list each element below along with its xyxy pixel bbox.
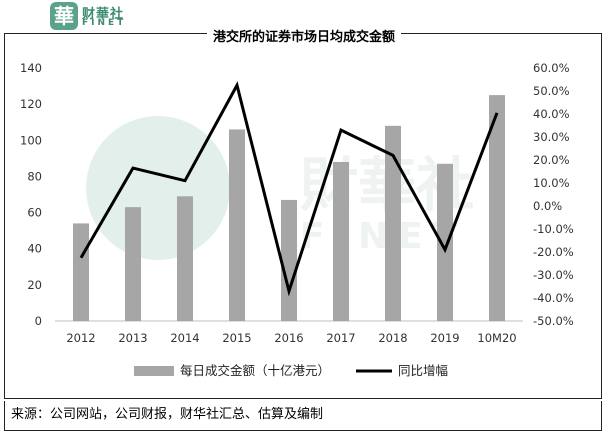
header: 華 财華社 FINET — [0, 0, 608, 32]
legend-label-bar: 每日成交金额（十亿港元） — [180, 363, 330, 378]
x-tick-label: 2019 — [430, 331, 459, 345]
chart-title: 港交所的证券市场日均成交金额 — [0, 26, 608, 45]
y-left-tick-label: 60 — [27, 206, 42, 220]
x-tick-label: 2015 — [222, 331, 251, 345]
bar — [73, 223, 89, 321]
x-tick-label: 2018 — [378, 331, 407, 345]
bar — [229, 129, 245, 321]
y-left-tick-label: 0 — [35, 314, 42, 328]
y-left-tick-label: 100 — [20, 133, 42, 147]
bar — [281, 199, 297, 321]
y-right-tick-label: 10.0% — [533, 176, 570, 190]
y-left-tick-label: 80 — [27, 169, 42, 183]
y-right-tick-label: 0.0% — [533, 199, 562, 213]
x-tick-label: 2012 — [66, 331, 95, 345]
y-right-tick-label: -20.0% — [533, 245, 574, 259]
y-right-tick-label: 40.0% — [533, 107, 570, 121]
y-right-tick-label: 50.0% — [533, 84, 570, 98]
y-left-tick-label: 120 — [20, 97, 42, 111]
logo-name-en: FINET — [82, 18, 127, 28]
chart-title-text: 港交所的证券市场日均成交金额 — [206, 30, 401, 45]
bar — [125, 207, 141, 321]
y-right-tick-label: 60.0% — [533, 61, 570, 75]
y-right-tick-label: -30.0% — [533, 268, 574, 282]
source-note: 来源：公司网站，公司财报，财华社汇总、估算及编制 — [4, 401, 602, 431]
y-left-tick-label: 140 — [20, 61, 42, 75]
y-left-tick-label: 20 — [27, 278, 42, 292]
logo-name-cn: 财華社 — [82, 7, 125, 22]
x-tick-label: 2016 — [274, 331, 303, 345]
watermark-seal-icon — [86, 116, 230, 260]
y-right-tick-label: 20.0% — [533, 153, 570, 167]
x-tick-label: 2013 — [118, 331, 147, 345]
legend-swatch-bar — [134, 366, 174, 376]
bar — [437, 163, 453, 321]
x-tick-label: 2014 — [170, 331, 199, 345]
y-right-tick-label: -50.0% — [533, 314, 574, 328]
x-tick-label: 2017 — [326, 331, 355, 345]
y-right-tick-label: -40.0% — [533, 291, 574, 305]
bar — [489, 95, 505, 321]
legend-label-line: 同比增幅 — [398, 363, 448, 378]
bar — [333, 161, 349, 321]
logo-seal-icon: 華 — [50, 2, 78, 30]
bar — [385, 125, 401, 321]
y-right-tick-label: -10.0% — [533, 222, 574, 236]
bar — [177, 196, 193, 321]
x-tick-label: 10M20 — [477, 331, 516, 345]
y-left-tick-label: 40 — [27, 242, 42, 256]
y-right-tick-label: 30.0% — [533, 130, 570, 144]
